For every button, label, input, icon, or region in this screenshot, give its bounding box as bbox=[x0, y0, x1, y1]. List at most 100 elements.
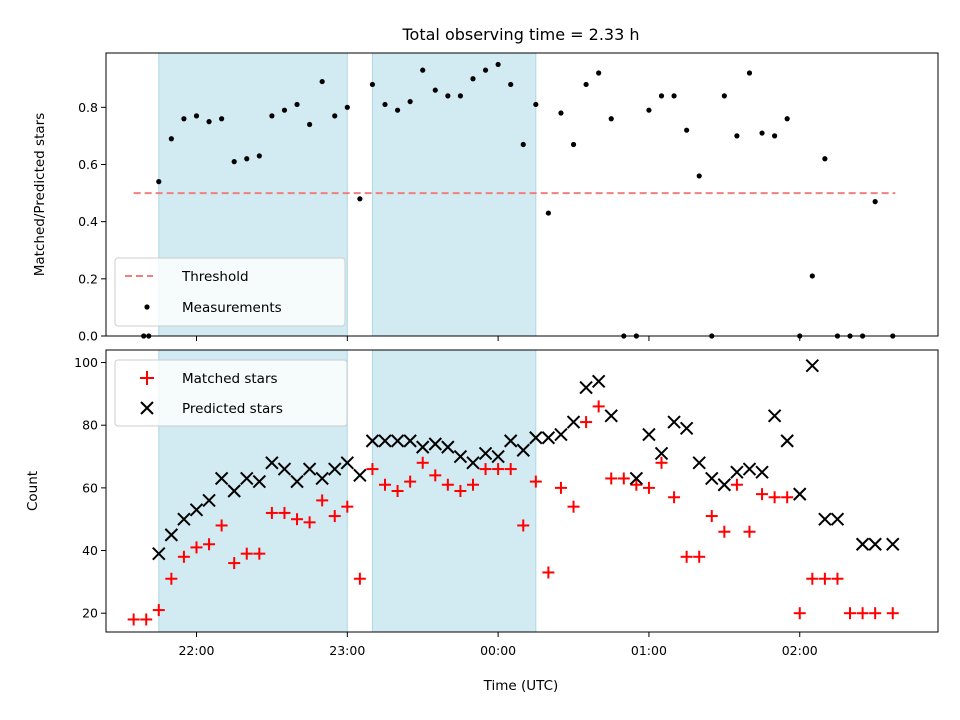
predicted-stars-point bbox=[742, 462, 757, 476]
predicted-stars-point bbox=[755, 465, 769, 479]
predicted-stars-point bbox=[818, 512, 832, 526]
matched-stars-point bbox=[140, 613, 153, 626]
matched-stars-point bbox=[886, 607, 899, 620]
measurement-point bbox=[583, 81, 589, 88]
predicted-stars-point bbox=[642, 427, 656, 442]
matched-stars-point bbox=[693, 550, 706, 563]
matched-stars-point bbox=[316, 494, 329, 507]
bottom-y-tick-label: 20 bbox=[82, 606, 98, 621]
top-legend-box bbox=[114, 257, 346, 327]
measurement-point bbox=[558, 110, 564, 116]
predicted-stars-point bbox=[240, 471, 254, 486]
measurement-point bbox=[294, 101, 300, 108]
predicted-stars-point bbox=[830, 512, 845, 526]
matched-stars-point bbox=[466, 478, 479, 491]
predicted-stars-point bbox=[189, 503, 204, 517]
bottom-axes-frame bbox=[105, 349, 939, 633]
predicted-stars-point bbox=[416, 440, 430, 454]
legend-label-threshold: Threshold bbox=[181, 269, 249, 285]
measurement-point bbox=[244, 156, 250, 162]
predicted-stars-point bbox=[227, 484, 241, 498]
measurement-point bbox=[307, 121, 313, 128]
measurement-point bbox=[872, 199, 878, 205]
measurement-point bbox=[394, 107, 401, 113]
measurement-point bbox=[344, 104, 350, 110]
top-x-ticks bbox=[195, 336, 801, 341]
matched-stars-point bbox=[404, 475, 417, 488]
measurement-point bbox=[168, 136, 174, 142]
matched-stars-point bbox=[831, 572, 844, 585]
measurement-point bbox=[696, 173, 702, 179]
measurement-point bbox=[382, 101, 388, 108]
predicted-stars-point bbox=[340, 456, 355, 470]
measurement-point bbox=[658, 93, 665, 99]
measurement-point bbox=[608, 116, 614, 122]
measurement-point bbox=[281, 107, 288, 113]
measurement-point bbox=[432, 87, 438, 93]
legend-label-matched-stars: Matched stars bbox=[182, 371, 278, 387]
predicted-stars-point bbox=[629, 471, 644, 486]
matched-stars-point bbox=[642, 481, 655, 494]
matched-stars-point bbox=[756, 488, 769, 501]
x-axis-label: Time (UTC) bbox=[483, 678, 559, 694]
measurement-point bbox=[746, 70, 753, 76]
matched-stars-point bbox=[592, 400, 605, 413]
predicted-stars-point bbox=[692, 456, 706, 470]
matched-stars-point bbox=[818, 572, 831, 585]
predicted-stars-point bbox=[516, 443, 530, 457]
predicted-stars-point bbox=[328, 462, 342, 476]
bottom-x-ticks: 22:00 23:00 00:00 01:00 02:00 bbox=[178, 632, 818, 658]
matched-stars-point bbox=[529, 475, 542, 488]
measurement-point bbox=[231, 159, 237, 165]
bottom-plot-marks bbox=[127, 358, 900, 626]
predicted-stars-point bbox=[667, 415, 681, 429]
bottom-y-axis-label: Count bbox=[25, 471, 41, 511]
chart-title: Total observing time = 2.33 h bbox=[401, 25, 639, 44]
x-tick-label: 22:00 bbox=[178, 643, 214, 658]
matched-stars-point bbox=[806, 572, 819, 585]
measurement-point bbox=[570, 141, 577, 148]
matched-stars-point bbox=[353, 572, 366, 585]
measurement-point bbox=[545, 210, 551, 216]
matched-stars-point bbox=[743, 525, 756, 538]
measurement-point bbox=[671, 93, 677, 99]
matched-stars-point bbox=[617, 472, 630, 485]
measurement-point bbox=[206, 119, 212, 125]
predicted-stars-point bbox=[403, 434, 417, 448]
predicted-stars-point bbox=[202, 493, 216, 508]
predicted-stars-point bbox=[441, 440, 455, 454]
predicted-stars-point bbox=[780, 434, 794, 448]
matched-stars-point bbox=[454, 485, 467, 497]
predicted-stars-point bbox=[353, 468, 367, 483]
matched-stars-point bbox=[630, 478, 643, 491]
legend-label-predicted-stars: Predicted stars bbox=[182, 401, 283, 417]
predicted-stars-point bbox=[886, 537, 900, 551]
bottom-y-tick-label: 40 bbox=[82, 543, 98, 558]
matched-stars-point bbox=[416, 456, 429, 469]
top-axes-frame bbox=[105, 52, 939, 337]
matched-stars-point bbox=[429, 469, 442, 482]
x-tick-label: 01:00 bbox=[631, 643, 667, 658]
measurement-point bbox=[822, 156, 828, 162]
predicted-stars-point bbox=[265, 456, 279, 470]
matched-stars-legend-swatch bbox=[140, 371, 154, 385]
bottom-y-tick-label: 100 bbox=[74, 355, 98, 370]
top-y-tick-label: 0.4 bbox=[78, 214, 98, 229]
predicted-stars-point bbox=[591, 374, 606, 389]
measurement-point bbox=[684, 127, 690, 133]
matched-stars-point bbox=[517, 519, 530, 532]
predicted-stars-point bbox=[579, 380, 593, 395]
measurement-point bbox=[721, 93, 727, 99]
predicted-stars-point bbox=[152, 546, 166, 561]
measurement-point bbox=[219, 116, 225, 122]
bottom-y-tick-label: 60 bbox=[82, 480, 98, 495]
predicted-stars-point bbox=[566, 415, 581, 429]
predicted-stars-point bbox=[252, 474, 267, 489]
measurement-point bbox=[181, 116, 187, 122]
matched-stars-point bbox=[492, 463, 505, 476]
matched-stars-point bbox=[278, 506, 291, 519]
top-shaded-interval-1 bbox=[371, 52, 537, 337]
predicted-stars-point bbox=[529, 431, 543, 445]
matched-stars-point bbox=[253, 547, 266, 560]
